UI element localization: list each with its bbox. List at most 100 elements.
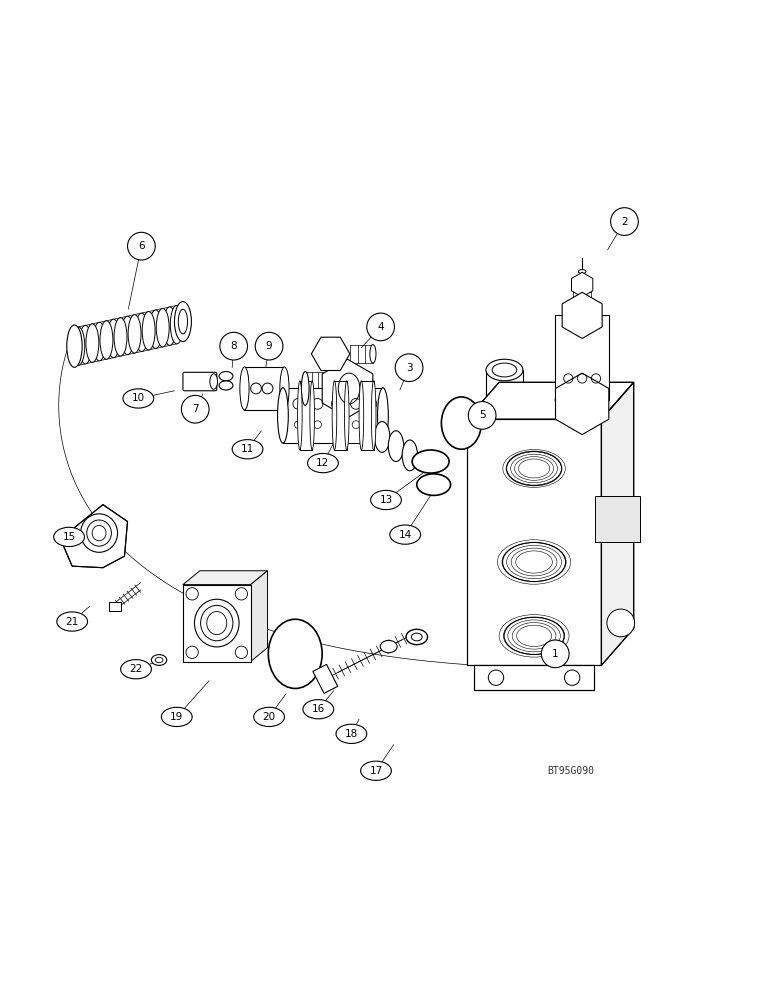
- Ellipse shape: [142, 312, 155, 350]
- Bar: [595, 496, 640, 542]
- Text: 14: 14: [398, 530, 411, 540]
- Text: 5: 5: [479, 410, 486, 420]
- Ellipse shape: [219, 381, 233, 390]
- Text: 18: 18: [345, 729, 358, 739]
- Ellipse shape: [303, 700, 334, 719]
- Ellipse shape: [406, 629, 428, 645]
- Circle shape: [541, 640, 569, 668]
- Ellipse shape: [79, 325, 92, 364]
- Text: 21: 21: [66, 617, 79, 627]
- Polygon shape: [183, 571, 268, 585]
- Ellipse shape: [163, 307, 176, 345]
- Ellipse shape: [371, 381, 376, 450]
- Ellipse shape: [66, 325, 82, 367]
- Circle shape: [611, 208, 638, 235]
- Text: 22: 22: [130, 664, 143, 674]
- Circle shape: [127, 232, 155, 260]
- Bar: [334, 381, 347, 450]
- Ellipse shape: [93, 322, 106, 361]
- Bar: [283, 388, 383, 443]
- Circle shape: [220, 332, 248, 360]
- Text: 11: 11: [241, 444, 254, 454]
- Polygon shape: [601, 382, 634, 665]
- Ellipse shape: [301, 372, 309, 405]
- Ellipse shape: [307, 453, 338, 473]
- Ellipse shape: [57, 612, 87, 631]
- Ellipse shape: [411, 633, 422, 641]
- Ellipse shape: [378, 388, 388, 443]
- Ellipse shape: [232, 440, 263, 459]
- Circle shape: [395, 354, 423, 382]
- Ellipse shape: [504, 617, 564, 654]
- Ellipse shape: [370, 345, 376, 363]
- Ellipse shape: [493, 363, 516, 377]
- Circle shape: [469, 402, 496, 429]
- Ellipse shape: [402, 440, 418, 471]
- Ellipse shape: [207, 612, 227, 635]
- Ellipse shape: [121, 316, 134, 355]
- Ellipse shape: [161, 707, 192, 727]
- Bar: [245, 367, 284, 410]
- Circle shape: [256, 332, 283, 360]
- Ellipse shape: [210, 374, 218, 389]
- Ellipse shape: [332, 381, 337, 450]
- Text: 9: 9: [266, 341, 273, 351]
- Ellipse shape: [412, 450, 449, 473]
- Bar: [109, 602, 121, 611]
- Ellipse shape: [240, 367, 249, 410]
- Text: 17: 17: [369, 766, 383, 776]
- Polygon shape: [467, 382, 634, 419]
- Polygon shape: [313, 664, 337, 693]
- Text: 1: 1: [552, 649, 558, 659]
- Ellipse shape: [178, 309, 188, 334]
- Ellipse shape: [107, 319, 120, 358]
- Ellipse shape: [128, 315, 141, 353]
- Polygon shape: [475, 665, 594, 690]
- Ellipse shape: [86, 520, 111, 546]
- Ellipse shape: [297, 381, 302, 450]
- Ellipse shape: [388, 431, 404, 462]
- Ellipse shape: [279, 367, 289, 410]
- Ellipse shape: [506, 451, 562, 486]
- Text: BT95G090: BT95G090: [547, 766, 594, 776]
- Ellipse shape: [310, 381, 314, 450]
- Circle shape: [607, 609, 635, 637]
- Ellipse shape: [578, 270, 586, 273]
- Ellipse shape: [219, 372, 233, 381]
- Ellipse shape: [135, 313, 148, 352]
- Ellipse shape: [486, 359, 523, 381]
- Ellipse shape: [174, 302, 191, 342]
- Ellipse shape: [120, 660, 151, 679]
- Ellipse shape: [278, 388, 288, 443]
- Ellipse shape: [72, 327, 85, 365]
- Polygon shape: [63, 505, 127, 568]
- Polygon shape: [562, 292, 602, 338]
- Ellipse shape: [80, 514, 117, 552]
- Ellipse shape: [442, 397, 482, 449]
- Ellipse shape: [254, 707, 284, 727]
- Ellipse shape: [151, 655, 167, 665]
- Polygon shape: [311, 337, 350, 371]
- Ellipse shape: [269, 619, 322, 688]
- Polygon shape: [251, 571, 268, 662]
- Ellipse shape: [381, 640, 397, 653]
- Ellipse shape: [171, 305, 183, 344]
- Polygon shape: [571, 272, 593, 297]
- Ellipse shape: [359, 381, 364, 450]
- Bar: [183, 585, 251, 662]
- Ellipse shape: [100, 321, 113, 359]
- Ellipse shape: [201, 605, 233, 641]
- Text: 16: 16: [312, 704, 325, 714]
- Text: 3: 3: [406, 363, 412, 373]
- Polygon shape: [467, 419, 601, 665]
- Ellipse shape: [123, 389, 154, 408]
- Bar: [300, 381, 312, 450]
- Ellipse shape: [344, 381, 349, 450]
- Text: 10: 10: [132, 393, 145, 403]
- Ellipse shape: [336, 724, 367, 743]
- Text: 7: 7: [192, 404, 198, 414]
- Circle shape: [367, 313, 394, 341]
- Ellipse shape: [371, 490, 401, 510]
- Text: 2: 2: [621, 217, 628, 227]
- Ellipse shape: [114, 318, 127, 356]
